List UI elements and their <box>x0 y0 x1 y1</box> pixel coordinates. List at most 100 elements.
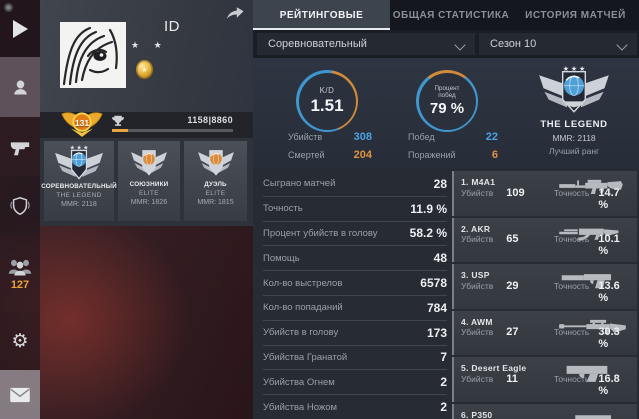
share-icon[interactable] <box>224 5 246 23</box>
wins-label: Побед <box>408 132 435 142</box>
rank-cards: ★ ★ ★ СОРЕВНОВАТЕЛЬНЫЙ THE LEGEND MMR: 2… <box>40 138 253 226</box>
mail-icon <box>10 387 30 402</box>
stat-value: 2 <box>440 400 447 415</box>
stat-label: Точность <box>263 203 303 215</box>
stat-value: 11.9 % <box>410 201 447 216</box>
stat-row: Убийства Ножом 2 <box>263 395 447 419</box>
stat-value: 58.2 % <box>409 226 447 241</box>
rifle-m4a1-icon <box>559 179 623 195</box>
sidebar-item-friends[interactable]: 127 <box>0 235 40 312</box>
stat-row: Кол-во попаданий 784 <box>263 296 447 321</box>
season-select[interactable]: Сезон 10 <box>479 33 637 55</box>
winrate-breakdown: Побед 22 Поражений 6 <box>408 131 498 167</box>
sniper-awm-icon <box>559 319 626 334</box>
stat-label: Убийства Огнем <box>263 376 335 388</box>
weapon-kills-value: 109 <box>506 186 525 199</box>
deaths-value: 204 <box>353 149 372 161</box>
stat-value: 28 <box>433 176 447 191</box>
wins-value: 22 <box>485 131 498 143</box>
weapon-card-akr[interactable]: 2. AKR Убийств 65 Точность 10.1 % <box>452 217 637 262</box>
sidebar-item-clan[interactable] <box>0 176 40 235</box>
stat-label: Сыграно матчей <box>263 178 336 190</box>
mode-select[interactable]: Соревновательный <box>257 33 475 55</box>
stat-label: Помощь <box>263 252 300 264</box>
stat-row: Убийства Гранатой 7 <box>263 346 447 371</box>
weapon-name: 3. USP <box>461 270 490 280</box>
rank-card-allies[interactable]: СОЮЗНИКИ ELITE MMR: 1826 <box>118 141 180 221</box>
gear-icon: ⚙ <box>11 330 29 352</box>
play-icon <box>12 19 28 38</box>
sidebar-item-profile[interactable] <box>0 57 40 117</box>
svg-text:★ ★ ★: ★ ★ ★ <box>70 145 89 152</box>
rank-card-competitive[interactable]: ★ ★ ★ СОРЕВНОВАТЕЛЬНЫЙ THE LEGEND MMR: 2… <box>41 141 117 221</box>
pistol-desert-eagle-icon <box>566 365 608 382</box>
stat-value: 784 <box>426 300 447 315</box>
best-rank-tier: THE LEGEND <box>540 119 608 130</box>
level-crest-icon <box>61 112 103 137</box>
weapon-kills-value: 11 <box>506 372 518 385</box>
stat-label: Кол-во выстрелов <box>263 277 343 289</box>
sidebar-item-armory[interactable] <box>0 117 40 176</box>
weapon-card-p350[interactable]: 6. P350 <box>452 403 637 419</box>
rank-card-duel[interactable]: ДУЭЛЬ ELITE MMR: 1815 <box>184 141 247 221</box>
tab-general-stats[interactable]: ОБЩАЯ СТАТИСТИКА <box>392 9 510 21</box>
tab-match-history[interactable]: ИСТОРИЯ МАТЧЕЙ <box>525 9 626 21</box>
rank-mode-label: ДУЭЛЬ <box>204 181 227 188</box>
weapon-name: 2. AKR <box>461 223 491 234</box>
avatar[interactable] <box>60 22 126 88</box>
tab-bar: РЕЙТИНГОВЫЕ ОБЩАЯ СТАТИСТИКА ИСТОРИЯ МАТ… <box>253 0 639 30</box>
xp-progress-bar <box>112 129 233 132</box>
rank-mmr-label: MMR: 2118 <box>61 201 97 208</box>
friends-count-badge: 127 <box>10 279 30 291</box>
weapon-card-usp[interactable]: 3. USP Убийств 29 Точность 13.6 % <box>452 264 637 309</box>
weapon-name: 6. P350 <box>461 409 493 419</box>
weapon-accuracy-label: Точность <box>553 187 590 198</box>
best-rank-mmr: MMR: 2118 <box>552 133 596 143</box>
best-rank-caption: Лучший ранг <box>548 146 600 156</box>
weapon-accuracy-value: 13.6 % <box>598 279 620 304</box>
trophy-icon <box>112 115 124 126</box>
legend-rank-badge-icon: ★ ★ ★ <box>539 65 609 113</box>
rank-tier-label: ELITE <box>205 190 226 197</box>
stat-value: 7 <box>440 350 447 365</box>
kills-label: Убийств <box>288 132 323 142</box>
stat-row: Процент убийств в голову 58.2 % <box>263 222 447 247</box>
stat-row: Кол-во выстрелов 6578 <box>263 271 447 296</box>
rifle-akr-icon <box>559 228 619 241</box>
rank-tier-label: THE LEGEND <box>56 192 102 199</box>
profile-panel: ID ★ ★ ★ 131 1158|8860 <box>40 0 253 226</box>
weapon-card-awm[interactable]: 4. AWM Убийств 27 Точность 30.3 % <box>452 310 637 355</box>
rank-mmr-label: MMR: 1826 <box>130 199 168 206</box>
stat-row: Точность 11.9 % <box>263 197 447 222</box>
stat-label: Убийства Ножом <box>263 401 338 413</box>
weapon-card-desert-eagle[interactable]: 5. Desert Eagle Убийств 11 Точность 16.8… <box>452 357 637 402</box>
kd-value: 1.51 <box>310 96 344 115</box>
stat-row: Сыграно матчей 28 <box>263 172 447 197</box>
weapon-kills-value: 29 <box>506 279 519 292</box>
elite-rank-badge-icon <box>131 150 167 176</box>
weapon-accuracy-value: 14.7 % <box>598 186 620 211</box>
legend-rank-badge-icon: ★ ★ ★ <box>55 145 103 180</box>
weapon-kills-label: Убийств <box>461 327 494 337</box>
corner-badge-icon <box>4 3 13 12</box>
rank-tier-label: ELITE <box>138 190 160 197</box>
weapon-card-m4a1[interactable]: 1. M4A1 Убийств 109 Точность 14.7 % <box>452 171 637 216</box>
sidebar-item-mail[interactable] <box>0 370 40 419</box>
weapon-accuracy-value: 10.1 % <box>598 233 620 257</box>
tab-ratings[interactable]: РЕЙТИНГОВЫЕ <box>253 0 390 30</box>
level-strip: 131 1158|8860 <box>40 112 253 138</box>
stat-row: Убийства Огнем 2 <box>263 370 447 396</box>
stat-value: 48 <box>433 251 447 266</box>
pistol-p350-icon <box>575 414 612 419</box>
weapon-accuracy-label: Точность <box>553 280 590 291</box>
summary-section: K/D 1.51 Убийств 308 Смертей 204 Процент… <box>253 58 639 168</box>
stat-row: Убийств в голову 173 <box>263 321 447 346</box>
chevron-down-icon <box>454 39 466 51</box>
sidebar-item-settings[interactable]: ⚙ <box>0 312 40 370</box>
person-icon <box>13 80 27 94</box>
weapon-kills-label: Убийств <box>461 373 494 384</box>
winrate-ring: Процент побед 79 % <box>416 70 478 132</box>
season-select-value: Сезон 10 <box>490 38 537 50</box>
winrate-value: 79 % <box>429 100 465 117</box>
